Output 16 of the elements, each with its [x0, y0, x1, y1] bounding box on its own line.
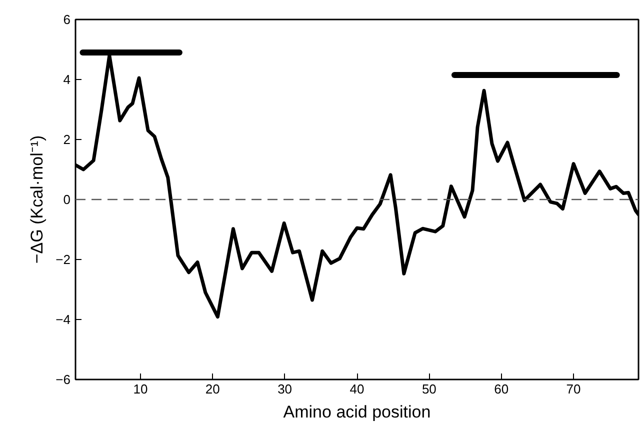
x-axis-title: Amino acid position [283, 402, 431, 422]
y-tick-label: −2 [56, 252, 71, 267]
y-tick-label: 0 [63, 192, 71, 207]
y-tick-label: 6 [63, 12, 71, 27]
y-axis-title: −ΔG (Kcal·mol⁻¹) [28, 135, 47, 264]
x-tick-label: 70 [566, 382, 581, 396]
x-tick-label: 30 [278, 382, 292, 396]
y-tick-label: 4 [63, 72, 71, 87]
x-tick-label: 60 [494, 382, 509, 396]
y-tick-label: −4 [56, 312, 71, 327]
x-tick-label: 20 [205, 382, 220, 396]
x-tick-label: 40 [350, 382, 364, 396]
x-tick-label: 50 [422, 382, 436, 396]
y-tick-label: −6 [56, 372, 71, 387]
x-tick-label: 10 [133, 382, 148, 396]
y-tick-label: 2 [63, 132, 71, 147]
